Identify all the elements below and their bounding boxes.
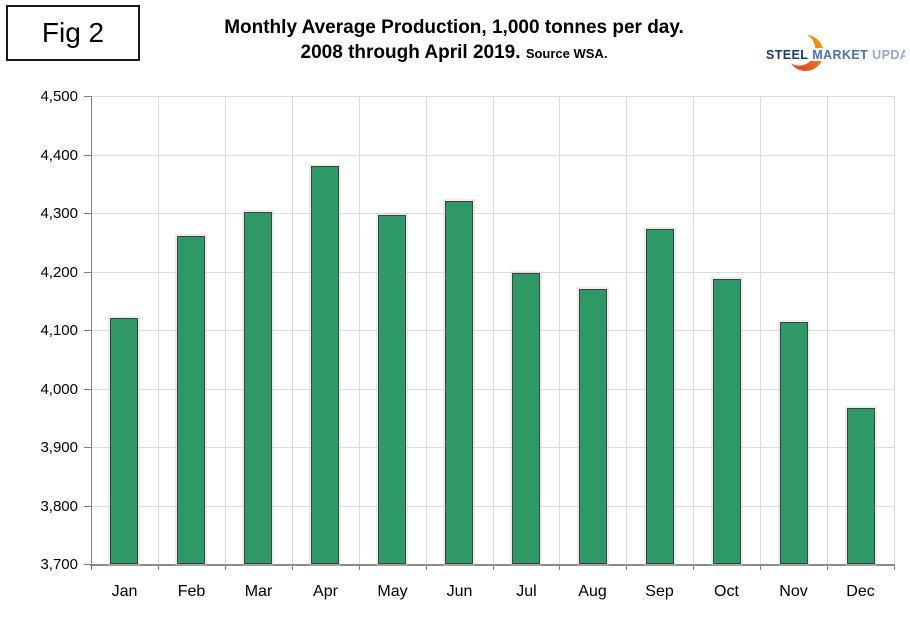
y-label-3700: 3,700 (40, 556, 78, 573)
logo-word-market: MARKET (812, 48, 868, 62)
x-tick-10 (760, 564, 761, 570)
x-label-dec: Dec (846, 583, 875, 600)
x-tick-8 (626, 564, 627, 570)
chart-title-line1: Monthly Average Production, 1,000 tonnes… (224, 17, 684, 38)
y-tick-3700 (84, 564, 91, 565)
x-tick-12 (894, 564, 895, 570)
x-tick-3 (292, 564, 293, 570)
y-tick-3800 (84, 506, 91, 507)
v-gridline-9 (693, 96, 694, 564)
steel-market-update-logo: STEEL MARKET UPDATE STEEL MARKET UPDATE (764, 35, 905, 71)
x-label-feb: Feb (177, 583, 206, 600)
chart-source-note: Source WSA. (525, 46, 608, 61)
bar-sep (646, 229, 674, 564)
bar-dec (847, 408, 875, 564)
y-tick-4400 (84, 155, 91, 156)
x-tick-2 (225, 564, 226, 570)
x-label-nov: Nov (779, 583, 808, 600)
chart-title-line2: 2008 through April 2019. Source WSA. (300, 42, 608, 63)
x-label-apr: Apr (313, 583, 338, 600)
v-gridline-5 (426, 96, 427, 564)
x-tick-0 (91, 564, 92, 570)
bar-jul (512, 273, 540, 564)
x-tick-5 (426, 564, 427, 570)
h-gridline-4400 (91, 155, 894, 156)
figure-label-box: Fig 2 (6, 5, 140, 61)
logo-word-steel: STEEL (766, 48, 808, 62)
v-gridline-1 (158, 96, 159, 564)
x-label-aug: Aug (578, 583, 607, 600)
x-label-oct: Oct (714, 583, 739, 600)
x-tick-11 (827, 564, 828, 570)
y-label-4500: 4,500 (40, 88, 78, 105)
v-gridline-8 (626, 96, 627, 564)
x-label-sep: Sep (645, 583, 674, 600)
h-gridline-4300 (91, 213, 894, 214)
v-gridline-7 (559, 96, 560, 564)
y-label-3800: 3,800 (40, 498, 78, 515)
x-axis-line (90, 564, 895, 566)
bar-apr (311, 166, 339, 564)
h-gridline-3900 (91, 447, 894, 448)
y-tick-4100 (84, 330, 91, 331)
logo-word-update: UPDATE (872, 48, 905, 62)
bar-feb (177, 236, 205, 564)
x-label-jul: Jul (516, 583, 537, 600)
v-gridline-4 (359, 96, 360, 564)
v-gridline-6 (493, 96, 494, 564)
v-gridline-11 (827, 96, 828, 564)
h-gridline-4000 (91, 389, 894, 390)
y-tick-3900 (84, 447, 91, 448)
y-label-4300: 4,300 (40, 205, 78, 222)
x-label-may: May (377, 583, 408, 600)
y-tick-4500 (84, 96, 91, 97)
bar-nov (780, 322, 808, 564)
y-label-3900: 3,900 (40, 439, 78, 456)
bar-mar (244, 212, 272, 564)
v-gridline-12 (894, 96, 895, 564)
h-gridline-4200 (91, 272, 894, 273)
y-label-4200: 4,200 (40, 264, 78, 281)
y-tick-4300 (84, 213, 91, 214)
x-tick-1 (158, 564, 159, 570)
h-gridline-4100 (91, 330, 894, 331)
y-tick-4000 (84, 389, 91, 390)
y-label-4100: 4,100 (40, 322, 78, 339)
logo-crescent-icon (791, 35, 824, 71)
v-gridline-3 (292, 96, 293, 564)
logo-text-halo: STEEL MARKET UPDATE (766, 48, 905, 62)
y-axis-line (91, 96, 92, 564)
bar-oct (713, 279, 741, 564)
v-gridline-10 (760, 96, 761, 564)
x-tick-9 (693, 564, 694, 570)
bar-may (378, 215, 406, 564)
y-label-4400: 4,400 (40, 147, 78, 164)
x-tick-7 (559, 564, 560, 570)
y-label-4000: 4,000 (40, 381, 78, 398)
bar-jun (445, 201, 473, 564)
logo-text: STEEL MARKET UPDATE (766, 48, 905, 62)
h-gridline-3800 (91, 506, 894, 507)
v-gridline-2 (225, 96, 226, 564)
x-label-jun: Jun (446, 583, 473, 600)
x-label-mar: Mar (244, 583, 273, 600)
x-label-jan: Jan (111, 583, 138, 600)
x-tick-4 (359, 564, 360, 570)
x-tick-6 (493, 564, 494, 570)
h-gridline-4500 (91, 96, 894, 97)
bar-aug (579, 289, 607, 564)
bar-jan (110, 318, 138, 564)
chart-title: Monthly Average Production, 1,000 tonnes… (148, 15, 760, 66)
y-tick-4200 (84, 272, 91, 273)
figure-label: Fig 2 (41, 17, 105, 48)
